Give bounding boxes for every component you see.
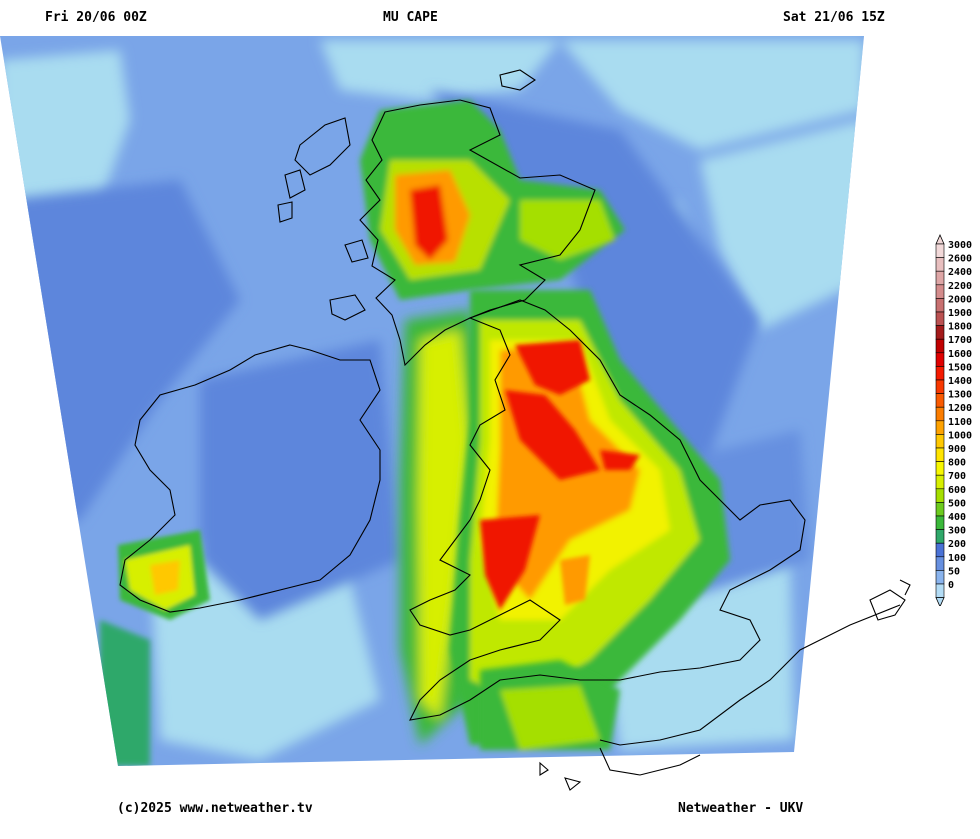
- legend-swatch: [935, 461, 945, 476]
- cape-field: [0, 36, 864, 766]
- coastlines: [119, 69, 911, 791]
- legend-label: 200: [948, 539, 966, 550]
- legend-swatch: [935, 311, 945, 326]
- legend-label: 1500: [948, 362, 972, 373]
- legend-swatch: [935, 488, 945, 503]
- copyright-label: (c)2025 www.netweather.tv: [117, 801, 313, 816]
- legend-label: 1000: [948, 430, 972, 441]
- legend-label: 800: [948, 458, 966, 469]
- valid-time-label: Sat 21/06 15Z: [783, 10, 885, 25]
- legend-swatch: [935, 243, 945, 258]
- legend-swatch: [935, 502, 945, 517]
- legend-swatch: [935, 474, 945, 490]
- legend-label: 1700: [948, 335, 972, 346]
- legend-label: 1100: [948, 417, 972, 428]
- legend-label: 1300: [948, 390, 972, 401]
- legend-swatch: [935, 366, 945, 381]
- legend-arrow-up: [935, 234, 945, 245]
- legend-label: 100: [948, 553, 966, 564]
- legend-swatch: [935, 379, 945, 394]
- legend-label: 700: [948, 471, 966, 482]
- legend-swatch: [935, 542, 945, 558]
- model-name-label: Netweather - UKV: [678, 801, 804, 816]
- legend-swatch: [935, 298, 945, 313]
- legend-swatch: [935, 570, 945, 585]
- legend-label: 900: [948, 444, 966, 455]
- legend-swatch: [935, 270, 945, 286]
- legend-label: 1600: [948, 349, 972, 360]
- legend-swatch: [935, 515, 945, 530]
- legend-label: 2600: [948, 254, 972, 265]
- legend-label: 300: [948, 526, 966, 537]
- legend-label: 50: [948, 566, 960, 577]
- legend-label: 2200: [948, 281, 972, 292]
- legend-swatch: [935, 556, 945, 571]
- legend-swatch: [935, 338, 945, 354]
- legend-swatch: [935, 583, 945, 598]
- legend-swatch: [935, 529, 945, 544]
- valid-from-label: Fri 20/06 00Z: [45, 10, 147, 25]
- legend-label: 500: [948, 498, 966, 509]
- legend-swatch: [935, 393, 945, 408]
- legend-label: 1200: [948, 403, 972, 414]
- legend-label: 2400: [948, 267, 972, 278]
- map-title: MU CAPE: [383, 10, 438, 25]
- legend-label: 600: [948, 485, 966, 496]
- legend-label: 3000: [948, 240, 972, 251]
- legend-label: 1400: [948, 376, 972, 387]
- legend-swatch: [935, 325, 945, 340]
- legend-swatch: [935, 284, 945, 299]
- legend-swatch: [935, 352, 945, 367]
- legend-arrow-down: [935, 597, 945, 606]
- legend-swatch: [935, 447, 945, 462]
- legend-swatch: [935, 406, 945, 422]
- legend-label: 1800: [948, 322, 972, 333]
- legend-label: 2000: [948, 294, 972, 305]
- legend-swatch: [935, 420, 945, 435]
- legend-label: 1900: [948, 308, 972, 319]
- legend-label: 0: [948, 580, 954, 591]
- legend-label: 400: [948, 512, 966, 523]
- legend-swatch: [935, 434, 945, 449]
- cape-legend: 3000260024002200200019001800170016001500…: [935, 234, 972, 606]
- legend-swatch: [935, 257, 945, 272]
